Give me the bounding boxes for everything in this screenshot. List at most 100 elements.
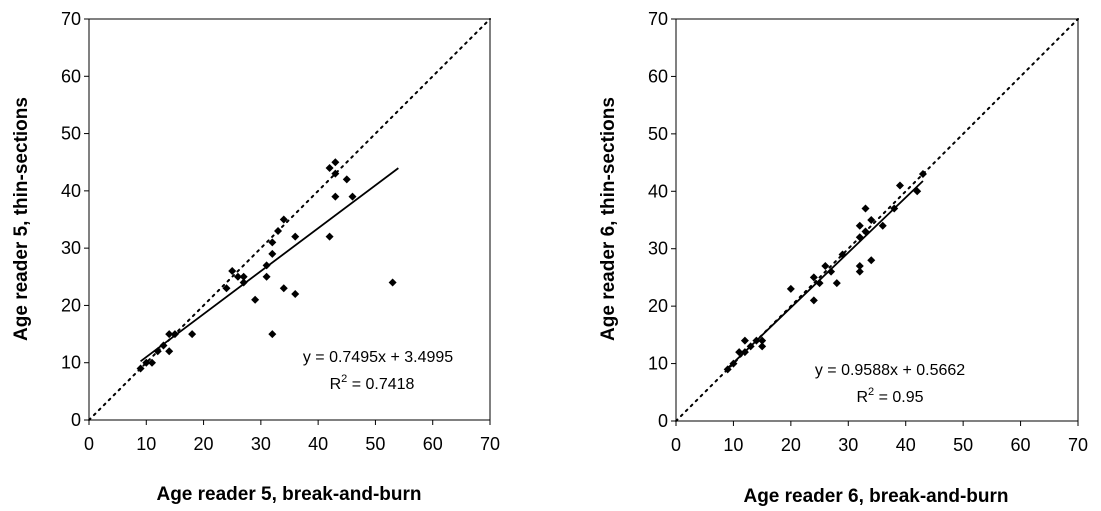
data-point <box>758 342 767 351</box>
y-tick-label: 0 <box>658 411 668 431</box>
x-tick-label: 40 <box>308 434 328 454</box>
data-point <box>832 279 841 288</box>
regression-equation: y = 0.7495x + 3.4995 <box>303 349 453 366</box>
data-point <box>890 204 899 213</box>
x-tick-label: 40 <box>896 435 916 455</box>
data-point <box>228 267 237 276</box>
x-tick-label: 70 <box>480 434 500 454</box>
data-point <box>148 358 157 367</box>
plot-frame <box>675 18 1079 422</box>
data-point <box>867 216 876 224</box>
data-point <box>895 181 904 190</box>
data-point <box>291 232 300 241</box>
plot-frame <box>88 18 491 421</box>
data-point <box>827 267 836 276</box>
data-point <box>723 365 732 374</box>
data-point <box>855 267 864 276</box>
data-point <box>342 175 351 184</box>
y-tick-label: 60 <box>61 66 81 86</box>
y-axis-label: Age reader 5, thin-sections <box>11 97 32 341</box>
x-tick-label: 10 <box>136 434 156 454</box>
data-point <box>855 261 864 270</box>
x-tick-label: 20 <box>194 434 214 454</box>
data-point <box>239 272 248 281</box>
data-point <box>239 278 248 287</box>
regression-equation: y = 0.9588x + 0.5662 <box>815 362 965 379</box>
data-point <box>170 330 179 339</box>
y-tick-label: 10 <box>61 353 81 373</box>
x-tick-label: 50 <box>365 434 385 454</box>
data-point <box>325 232 334 241</box>
data-point <box>861 227 870 236</box>
y-tick-label: 0 <box>71 410 81 430</box>
r-squared-label: R2 = 0.95 <box>856 386 923 406</box>
data-point <box>291 289 300 298</box>
data-point <box>268 238 277 247</box>
data-point <box>918 170 927 179</box>
data-point <box>262 272 271 281</box>
data-point <box>188 330 197 339</box>
data-point <box>838 250 847 259</box>
data-point <box>809 273 818 282</box>
data-point <box>268 249 277 258</box>
data-point <box>222 284 231 293</box>
x-tick-label: 70 <box>1068 435 1088 455</box>
scatter-panel-reader-5: Age reader 5, thin-sections Age reader 5… <box>11 9 500 505</box>
y-tick-label: 70 <box>648 9 668 29</box>
x-tick-label: 60 <box>1011 435 1031 455</box>
y-tick-label: 30 <box>61 238 81 258</box>
x-axis-label: Age reader 5, break-and-burn <box>156 484 421 505</box>
y-tick-label: 40 <box>648 181 668 201</box>
y-tick-label: 30 <box>648 239 668 259</box>
data-point <box>136 364 145 373</box>
x-tick-label: 20 <box>781 435 801 455</box>
data-point <box>821 261 830 270</box>
y-tick-label: 50 <box>648 124 668 144</box>
x-axis-label: Age reader 6, break-and-burn <box>743 486 1008 507</box>
y-tick-label: 70 <box>61 9 81 29</box>
data-point <box>867 256 876 265</box>
data-point <box>855 233 864 242</box>
data-point <box>233 272 242 281</box>
data-point <box>740 336 749 345</box>
data-point <box>861 204 870 213</box>
data-point <box>786 284 795 293</box>
data-point <box>331 158 340 167</box>
data-point <box>274 226 283 235</box>
x-tick-label: 30 <box>838 435 858 455</box>
r-squared-label: R2 = 0.7418 <box>330 373 415 393</box>
data-point <box>388 278 397 287</box>
y-tick-label: 20 <box>648 296 668 316</box>
data-point <box>331 192 340 201</box>
data-point <box>746 342 755 351</box>
data-point <box>251 295 260 304</box>
y-tick-label: 20 <box>61 295 81 315</box>
data-point <box>165 347 174 356</box>
data-point <box>348 192 357 201</box>
x-tick-label: 30 <box>251 434 271 454</box>
data-point <box>729 359 738 368</box>
data-point <box>279 284 288 293</box>
scatter-panel-reader-6: Age reader 6, thin-sections Age reader 6… <box>598 9 1088 507</box>
data-point <box>331 169 340 178</box>
y-tick-label: 10 <box>648 354 668 374</box>
data-point <box>279 215 288 224</box>
y-axis-label: Age reader 6, thin-sections <box>598 97 619 341</box>
data-point <box>740 348 749 357</box>
trend-line <box>727 180 924 369</box>
data-point <box>735 348 744 357</box>
data-point <box>262 261 271 270</box>
data-point <box>913 187 922 196</box>
data-point <box>325 163 334 172</box>
data-point <box>142 358 151 367</box>
y-tick-label: 40 <box>61 181 81 201</box>
x-tick-label: 0 <box>671 435 681 455</box>
x-tick-label: 0 <box>84 434 94 454</box>
data-point <box>878 221 887 230</box>
x-tick-label: 50 <box>953 435 973 455</box>
y-tick-label: 60 <box>648 66 668 86</box>
x-tick-label: 10 <box>723 435 743 455</box>
data-point <box>153 347 162 356</box>
y-tick-label: 50 <box>61 124 81 144</box>
